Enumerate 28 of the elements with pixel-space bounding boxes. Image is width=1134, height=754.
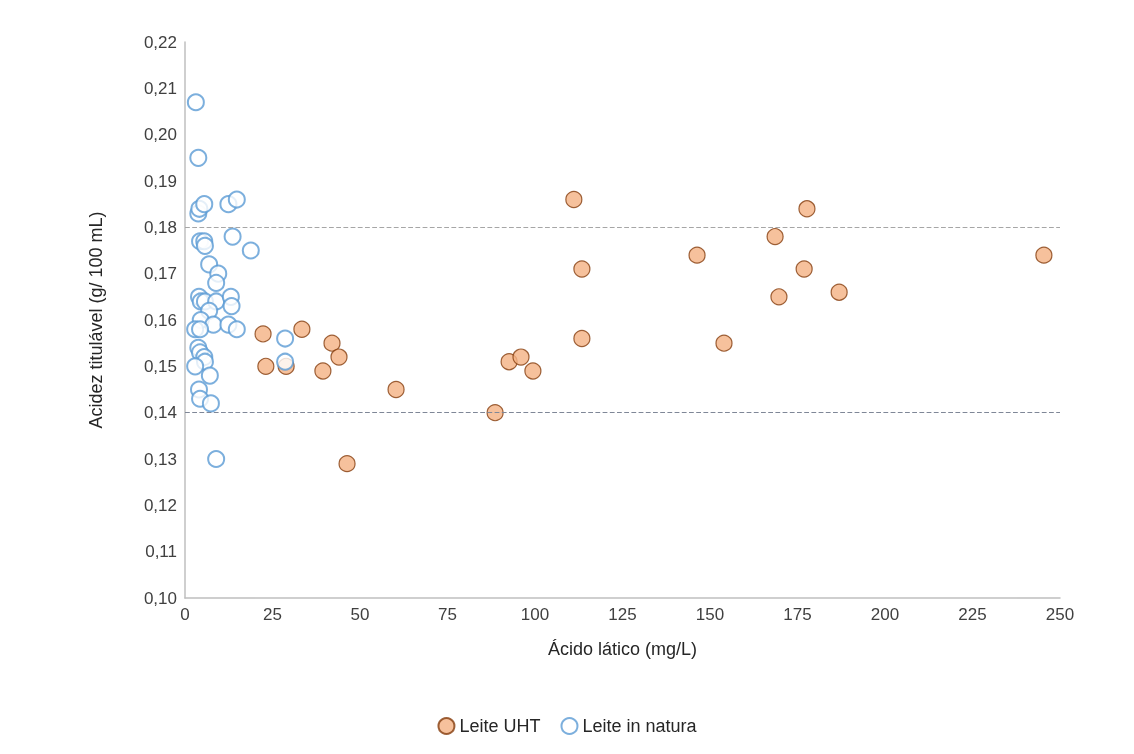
y-tick-label: 0,21: [143, 78, 177, 98]
x-axis-title: Ácido lático (mg/L): [547, 639, 698, 659]
y-tick-label: 0,17: [143, 264, 177, 284]
x-tick-label: 75: [438, 605, 457, 624]
y-tick-label: 0,16: [143, 310, 177, 330]
y-tick-label: 0,11: [145, 542, 177, 562]
x-tick-label: 175: [783, 605, 812, 624]
x-tick-label: 100: [520, 605, 550, 624]
legend-label: Leite UHT: [459, 716, 541, 736]
y-tick-label: 0,12: [143, 495, 177, 515]
x-tick-label: 50: [350, 605, 370, 624]
x-tick-label: 125: [608, 605, 637, 624]
legend-label: Leite in natura: [582, 716, 698, 736]
x-tick-label: 25: [263, 605, 282, 624]
y-tick-label: 0,22: [143, 32, 177, 52]
y-tick-label: 0,15: [143, 356, 177, 376]
y-tick-label: 0,14: [143, 403, 177, 423]
y-axis-title: Acidez titulável (g/ 100 mL): [86, 211, 106, 429]
y-tick-label: 0,10: [143, 588, 177, 608]
x-tick-label: 200: [870, 605, 900, 624]
y-tick-label: 0,19: [143, 171, 177, 191]
x-tick-label: 250: [1045, 605, 1075, 624]
y-tick-label: 0,20: [143, 125, 177, 145]
x-tick-label: 150: [695, 605, 725, 624]
x-tick-label: 0: [180, 605, 190, 624]
y-tick-label: 0,18: [143, 217, 177, 237]
y-tick-label: 0,13: [143, 449, 177, 469]
x-tick-label: 225: [958, 605, 987, 624]
